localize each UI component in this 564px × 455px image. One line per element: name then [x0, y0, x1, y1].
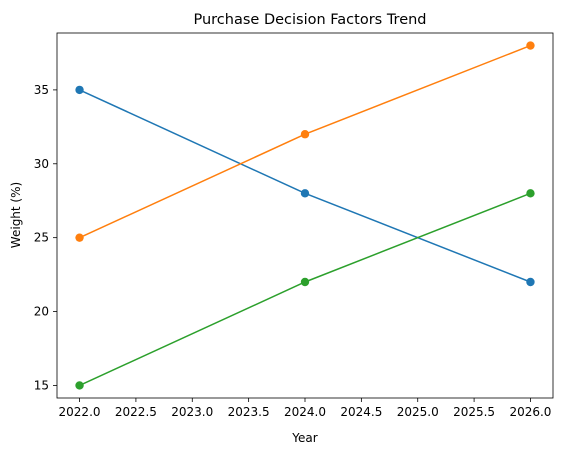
y-axis-ticks: 15 20 25 30 35 — [34, 83, 57, 392]
x-tick-label: 2024.5 — [340, 405, 382, 419]
y-tick-label: 25 — [34, 231, 49, 245]
series-3-point — [300, 277, 310, 287]
x-tick-label: 2025.5 — [453, 405, 495, 419]
x-tick-label: 2025.0 — [397, 405, 439, 419]
x-axis-label: Year — [291, 431, 317, 445]
series-2-point — [526, 41, 535, 50]
series-1-point — [300, 189, 310, 198]
series-3-point — [526, 189, 535, 198]
series-1-point — [75, 85, 84, 95]
y-tick-label: 30 — [34, 157, 49, 171]
x-tick-label: 2026.0 — [509, 405, 551, 419]
y-tick-label: 20 — [34, 305, 49, 319]
series-3-point — [75, 381, 84, 390]
x-tick-label: 2022.0 — [59, 405, 101, 419]
plot-area — [57, 33, 553, 398]
y-tick-label: 15 — [34, 378, 49, 392]
x-axis-ticks: 2022.0 2022.5 2023.0 2023.5 2024.0 2024.5 2025… — [59, 398, 551, 419]
x-tick-label: 2024.0 — [284, 405, 326, 419]
series-1-point — [526, 277, 535, 287]
series-layer — [75, 41, 535, 390]
series-2-point — [75, 233, 84, 242]
chart-title: Purchase Decision Factors Trend — [193, 12, 426, 28]
y-axis-label: Weight (%) — [9, 182, 23, 248]
plot-frame — [56, 32, 554, 399]
x-tick-label: 2023.0 — [171, 405, 213, 419]
x-tick-label: 2023.5 — [228, 405, 270, 419]
series-2-point — [300, 130, 310, 139]
x-tick-label: 2022.5 — [115, 405, 157, 419]
y-tick-label: 35 — [34, 83, 49, 97]
